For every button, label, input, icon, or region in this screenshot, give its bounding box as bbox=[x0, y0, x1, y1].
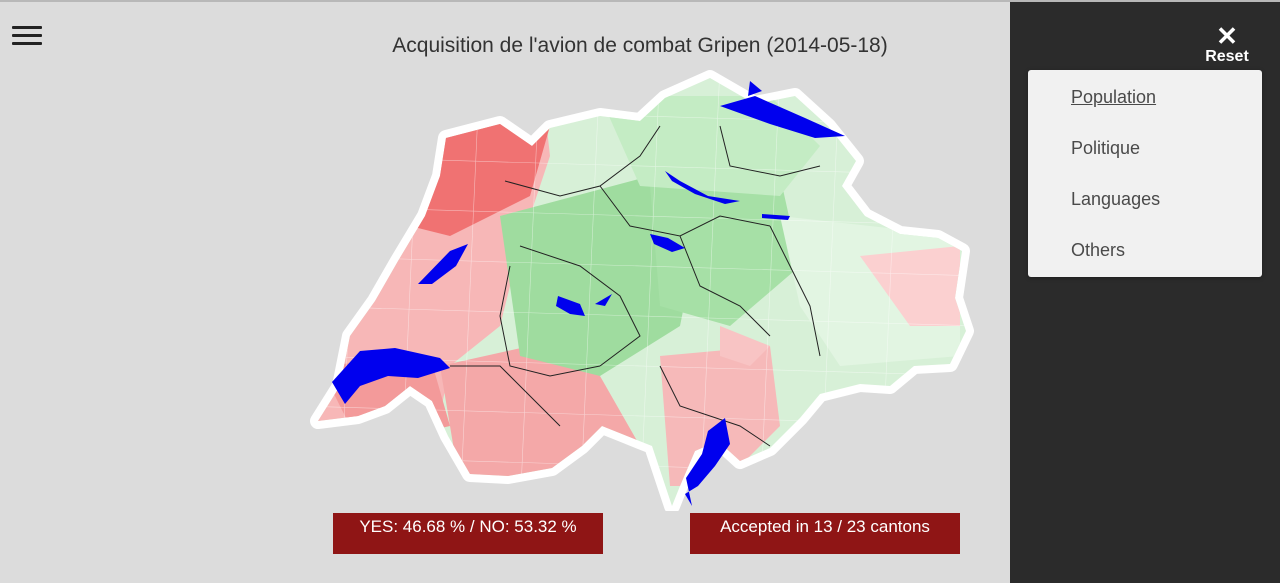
menu-item-population[interactable]: Population bbox=[1071, 87, 1157, 107]
menu-item-languages[interactable]: Languages bbox=[1071, 189, 1161, 209]
sidebar: ✕ Reset Population Politique Languages O… bbox=[1010, 2, 1280, 583]
votes-result-banner: YES: 46.68 % / NO: 53.32 % bbox=[333, 513, 603, 554]
switzerland-vote-map[interactable] bbox=[300, 66, 980, 511]
close-icon: ✕ bbox=[1216, 21, 1238, 51]
main-panel: Acquisition de l'avion de combat Gripen … bbox=[0, 2, 1010, 583]
reset-label: Reset bbox=[1205, 48, 1249, 65]
hamburger-menu-icon[interactable] bbox=[12, 26, 42, 48]
top-border bbox=[0, 0, 1280, 2]
reset-button[interactable]: ✕ Reset bbox=[1202, 21, 1252, 66]
cantons-result-banner: Accepted in 13 / 23 cantons bbox=[690, 513, 960, 554]
lakes-layer bbox=[332, 81, 845, 506]
menu-item-others[interactable]: Others bbox=[1071, 240, 1126, 260]
page-title: Acquisition de l'avion de combat Gripen … bbox=[392, 34, 888, 57]
sidebar-menu: Population Politique Languages Others bbox=[1028, 70, 1262, 277]
menu-item-politique[interactable]: Politique bbox=[1071, 138, 1141, 158]
